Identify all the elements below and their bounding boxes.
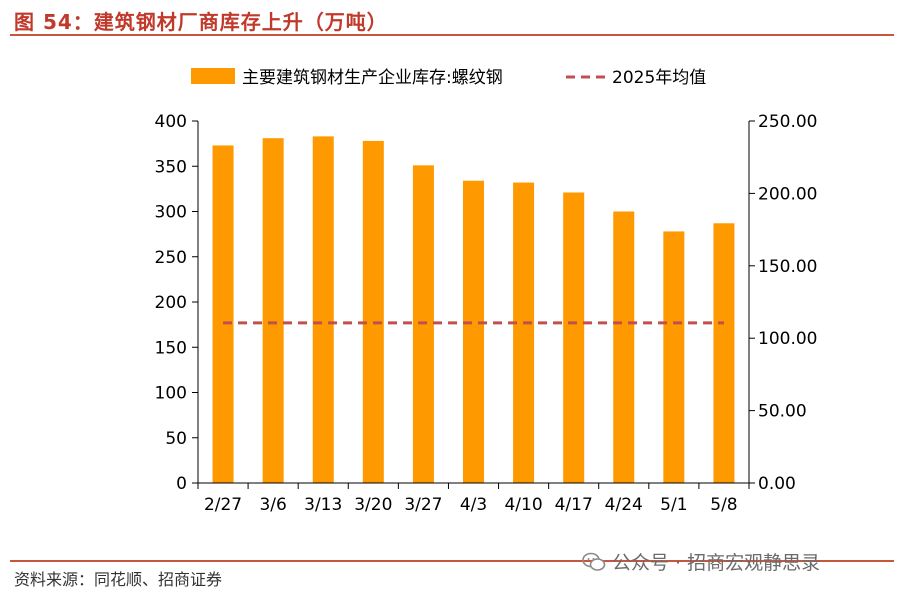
watermark-text: 公众号 · 招商宏观静思录 [612,552,821,574]
bar [463,180,484,484]
bar [663,231,685,483]
left-tick-label: 350 [155,157,187,177]
legend-line-label: 2025年均值 [612,68,706,88]
source-note: 资料来源：同花顺、招商证券 [14,570,223,589]
left-tick-label: 0 [176,474,187,494]
x-tick-label: 4/17 [555,495,593,515]
left-tick-label: 200 [155,293,187,313]
right-tick-label: 200.00 [758,184,817,204]
right-tick-label: 150.00 [758,257,817,277]
bar [312,136,334,483]
x-tick-label: 3/27 [404,495,442,515]
legend: 主要建筑钢材生产企业库存:螺纹钢 2025年均值 [191,68,706,88]
bar [513,182,535,484]
left-tick-label: 400 [155,112,187,132]
chart-title: 图 54：建筑钢材厂商库存上升（万吨） [14,10,388,34]
legend-bar-swatch [191,68,235,84]
footer-divider [10,560,894,562]
title-divider [10,34,894,36]
wechat-icon [582,552,606,571]
x-tick-label: 4/24 [605,495,643,515]
bar [362,140,384,483]
x-tick-label: 3/20 [354,495,392,515]
right-tick-label: 250.00 [758,112,817,132]
left-tick-label: 100 [155,384,187,404]
left-tick-label: 250 [155,248,187,268]
right-tick-label: 0.00 [758,474,796,494]
right-tick-label: 100.00 [758,329,817,349]
left-tick-label: 50 [165,429,187,449]
x-tick-label: 3/6 [259,495,286,515]
watermark: 公众号 · 招商宏观静思录 [582,548,820,575]
x-tick-label: 5/1 [660,495,687,515]
bar-chart: 主要建筑钢材生产企业库存:螺纹钢 2025年均值 0 50 100 150 200 250 3… [155,68,818,515]
x-tick-label: 2/27 [204,495,242,515]
left-tick-label: 150 [155,338,187,358]
bar [262,138,284,483]
x-tick-label: 4/10 [504,495,542,515]
axes: 0 50 100 150 200 250 300 350 400 0.00 50.00 100.00 1… [155,112,818,515]
right-tick-label: 50.00 [758,402,807,422]
legend-bar-label: 主要建筑钢材生产企业库存:螺纹钢 [242,68,503,88]
bar [713,223,735,483]
x-tick-label: 5/8 [710,495,737,515]
bar [212,145,234,483]
x-tick-label: 4/3 [460,495,487,515]
x-tick-label: 3/13 [304,495,342,515]
left-tick-label: 300 [155,203,187,223]
bar-series [212,136,735,484]
bar [563,192,585,483]
bar [613,211,635,483]
